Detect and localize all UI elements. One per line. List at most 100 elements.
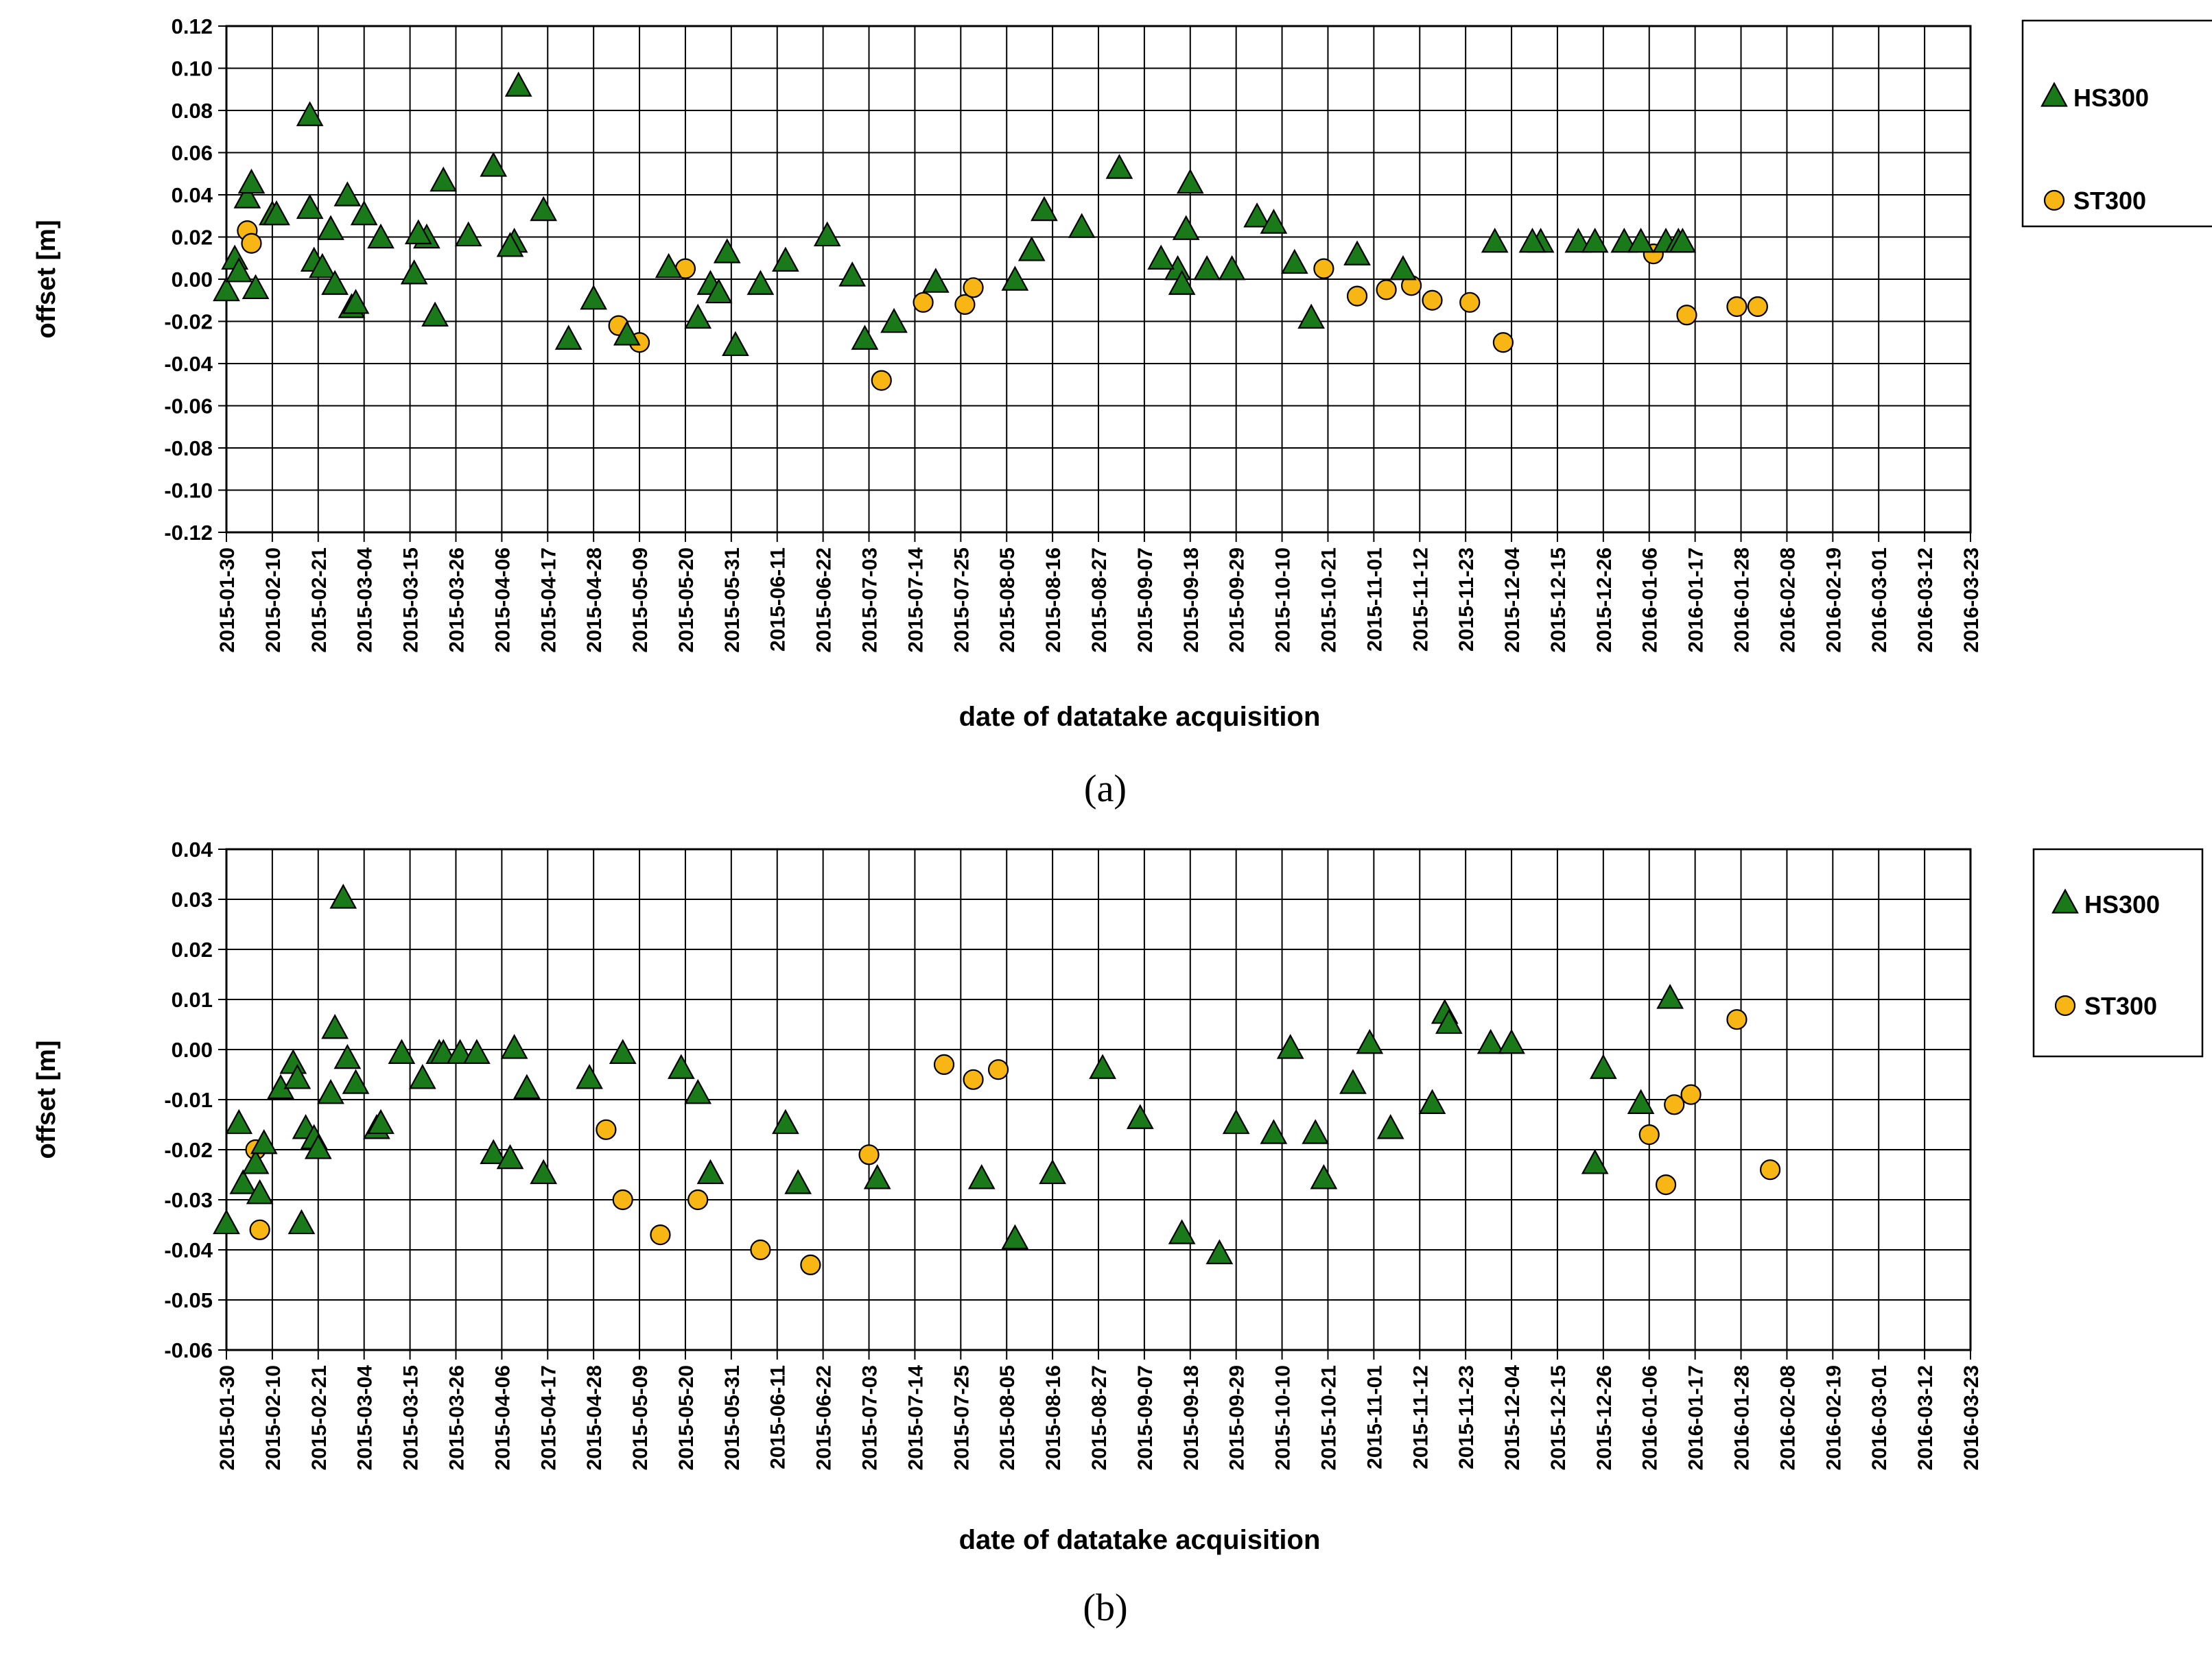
x-tick-label: 2015-07-03 (859, 1365, 882, 1470)
data-point-hs300 (367, 223, 395, 249)
data-point-st300 (1759, 1159, 1781, 1181)
x-tick-label: 2015-09-18 (1180, 1365, 1203, 1470)
data-point-hs300 (1564, 227, 1592, 253)
data-point-hs300 (225, 1109, 253, 1135)
x-tick-label: 2015-12-15 (1547, 547, 1570, 652)
legend-label-hs300: HS300 (2073, 84, 2149, 112)
x-tick-label: 2015-10-10 (1272, 1365, 1295, 1470)
data-point-hs300 (317, 215, 344, 240)
x-tick-label: 2016-01-06 (1639, 1365, 1662, 1470)
data-point-hs300 (580, 284, 608, 310)
x-tick-label: 2015-12-26 (1593, 547, 1616, 652)
x-axis-label: date of datatake acquisition (959, 702, 1321, 732)
data-point-hs300 (350, 200, 378, 226)
data-point-hs300 (1276, 1034, 1304, 1059)
data-point-st300 (1680, 1084, 1702, 1105)
data-point-hs300 (1297, 303, 1326, 329)
x-tick-label: 2015-02-10 (262, 547, 285, 652)
data-point-hs300 (1218, 254, 1246, 281)
data-point-hs300 (229, 1169, 257, 1194)
legend: HS300 ST300 (2021, 19, 2212, 228)
data-point-hs300 (1205, 1239, 1234, 1264)
data-point-hs300 (1172, 215, 1200, 240)
x-tick-label: 2015-05-09 (629, 1365, 652, 1470)
data-point-hs300 (1039, 1159, 1066, 1185)
legend-marker-st300 (2043, 189, 2065, 211)
legend-marker-hs300 (2040, 82, 2068, 107)
data-point-hs300 (233, 183, 261, 209)
data-point-hs300 (1610, 227, 1638, 253)
x-tick-label: 2015-07-14 (904, 547, 927, 653)
x-tick-label: 2015-04-17 (537, 547, 560, 652)
y-tick-label: -0.06 (164, 394, 213, 418)
data-point-st300 (596, 1119, 617, 1140)
legend-marker-st300 (2054, 995, 2076, 1017)
y-tick-label: -0.03 (164, 1188, 213, 1212)
y-tick-label: 0.10 (172, 57, 213, 81)
x-tick-label: 2016-01-28 (1731, 1365, 1754, 1470)
data-point-hs300 (1280, 248, 1308, 274)
data-point-hs300 (696, 1159, 725, 1185)
data-point-st300 (1313, 258, 1334, 279)
x-tick-label: 2016-03-01 (1868, 1365, 1891, 1470)
data-point-hs300 (863, 1164, 891, 1189)
x-tick-label: 2015-05-20 (675, 1365, 698, 1470)
data-point-st300 (650, 1224, 671, 1246)
y-tick-label: -0.05 (164, 1288, 213, 1312)
x-tick-label: 2015-12-04 (1501, 1365, 1524, 1471)
data-point-hs300 (1343, 240, 1371, 265)
y-tick-label: 0.04 (172, 183, 213, 207)
x-tick-label: 2015-09-29 (1226, 547, 1249, 652)
data-point-hs300 (1222, 1109, 1250, 1135)
x-tick-label: 2016-03-12 (1914, 1365, 1937, 1470)
y-tick-label: -0.10 (164, 479, 213, 503)
data-point-st300 (687, 1189, 709, 1211)
x-tick-label: 2015-03-26 (445, 1365, 468, 1470)
x-tick-label: 2015-03-15 (400, 547, 423, 652)
data-point-hs300 (1435, 1008, 1463, 1034)
data-point-hs300 (225, 257, 253, 283)
y-tick-label: -0.02 (164, 310, 213, 334)
x-tick-label: 2015-09-18 (1180, 547, 1203, 652)
x-tick-label: 2016-01-28 (1731, 547, 1754, 652)
y-tick-label: 0.08 (172, 99, 213, 123)
data-point-hs300 (1068, 213, 1096, 238)
x-tick-label: 2015-07-03 (859, 547, 882, 652)
y-axis-label: offset [m] (32, 220, 61, 338)
x-tick-label: 2015-02-10 (262, 1365, 285, 1470)
x-tick-label: 2015-04-06 (491, 547, 514, 652)
data-point-st300 (1492, 332, 1514, 353)
data-point-hs300 (784, 1169, 812, 1194)
x-tick-label: 2015-08-05 (996, 1365, 1019, 1470)
legend-box (2032, 848, 2204, 1058)
data-point-hs300 (554, 324, 583, 350)
x-tick-label: 2015-06-11 (767, 1365, 790, 1469)
data-point-hs300 (1476, 1028, 1505, 1054)
data-point-st300 (750, 1239, 771, 1261)
data-point-hs300 (496, 232, 524, 257)
y-tick-label: 0.00 (172, 1038, 213, 1062)
x-tick-label: 2015-04-28 (583, 1365, 606, 1470)
x-tick-label: 2015-12-15 (1547, 1365, 1570, 1470)
x-tick-label: 2015-07-25 (950, 1365, 973, 1470)
x-tick-label: 2015-10-10 (1272, 547, 1295, 652)
x-tick-label: 2015-06-11 (767, 547, 790, 652)
x-tick-label: 2015-09-07 (1134, 547, 1157, 652)
data-point-hs300 (1105, 154, 1133, 179)
legend-label-hs300: HS300 (2084, 890, 2160, 919)
figure-caption: (b) (1083, 1587, 1127, 1629)
data-point-st300 (1747, 296, 1768, 318)
x-tick-label: 2015-07-25 (950, 547, 973, 652)
data-point-st300 (800, 1254, 821, 1276)
data-point-st300 (1422, 289, 1443, 311)
x-tick-label: 2015-08-05 (996, 547, 1019, 652)
data-point-hs300 (1418, 1089, 1446, 1114)
legend: HS300 ST300 (2032, 848, 2204, 1058)
data-point-hs300 (1260, 1119, 1288, 1144)
data-point-hs300 (613, 320, 641, 346)
data-point-st300 (954, 294, 976, 315)
y-tick-label: -0.01 (164, 1088, 213, 1112)
data-point-hs300 (463, 1039, 491, 1064)
data-point-hs300 (246, 1179, 274, 1205)
data-point-hs300 (1656, 984, 1684, 1009)
